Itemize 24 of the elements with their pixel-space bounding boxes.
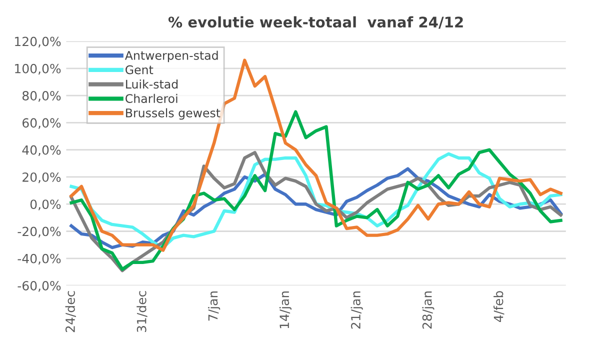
x-tick-label: 24/dec [65,291,76,332]
x-tick-label: 31/dec [136,291,148,332]
legend-label: Charleroi [126,94,178,103]
y-tick-label: 60,0% [22,118,61,129]
x-tick-label: 14/jan [279,291,292,328]
y-tick-label: -60,0% [18,280,61,292]
y-tick-label: 120,0% [15,36,61,48]
x-tick-label: 4/feb [494,291,504,322]
chart-title: % evolutie week-totaal vanaf 24/12 [168,16,463,29]
legend-label: Gent [126,65,154,74]
x-tick-label: 21/jan [350,291,363,329]
legend-label: Luik-stad [126,79,178,89]
y-tick-label: -20,0% [18,226,61,238]
y-tick-label: 40,0% [22,145,61,156]
line-series [70,110,562,271]
y-tick-label: 100,0% [15,64,61,75]
legend-label: Brussels gewest [126,108,220,120]
legend-label: Antwerpen-stad [124,50,218,62]
x-tick-label: 7/jan [208,291,220,321]
x-tick-label: 28/jan [422,291,434,329]
y-tick-label: 80,0% [22,91,61,102]
y-tick-label: 20,0% [22,172,61,184]
y-tick-label: 0,0% [30,200,61,210]
y-tick-label: -40,0% [18,254,61,265]
